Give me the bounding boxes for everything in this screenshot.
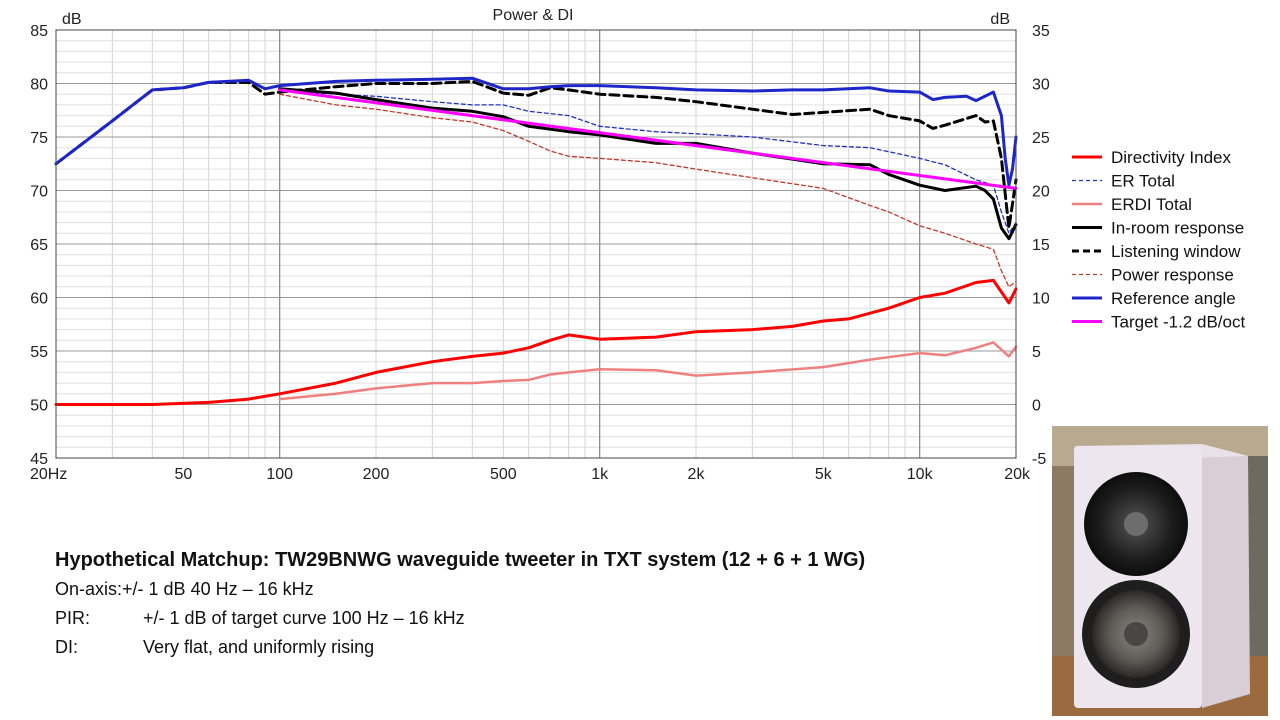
x-tick-label: 20k [1004,466,1031,483]
y-right-tick-label: -5 [1032,451,1046,468]
caption-label: On-axis: [55,579,123,599]
cabinet-side [1202,444,1250,708]
caption-line-pir: PIR: +/- 1 dB of target curve 100 Hz – 1… [55,604,1045,633]
caption-label: DI: [55,637,79,657]
plot-frame [55,29,1017,459]
x-tick-label: 5k [815,466,833,483]
legend-label: Listening window [1111,242,1241,261]
y-right-tick-label: 10 [1032,291,1050,308]
x-tick-label: 20Hz [30,466,67,483]
x-tick-label: 10k [907,466,934,483]
legend-label: Reference angle [1111,289,1236,308]
y-right-tick-label: 20 [1032,184,1050,201]
y-left-tick-label: 85 [30,23,48,40]
power-di-chart: 20Hz 50 100 200 500 1k 2k 5k 10k 20k4550556065707… [30,7,1245,483]
series-line-reference-angle [54,76,1018,187]
y-left-tick-label: 55 [30,344,48,361]
caption-text: Very flat, and uniformly rising [143,637,375,657]
series-layer [54,76,1018,406]
y-right-tick-label: 15 [1032,237,1050,254]
y-left-tick-label: 65 [30,237,48,254]
speaker-cabinet-photo [1052,426,1268,716]
x-tick-label: 50 [174,466,192,483]
y-right-tick-label: 25 [1032,130,1050,147]
x-tick-label: 500 [490,466,517,483]
right-axis-unit: dB [990,11,1010,28]
series-line-power-response [279,93,1017,288]
y-left-tick-label: 70 [30,184,48,201]
x-tick-label: 200 [363,466,390,483]
axis-ticks: 20Hz 50 100 200 500 1k 2k 5k 10k 20k4550556065707… [30,23,1050,483]
legend-label: In-room response [1111,219,1244,238]
y-left-tick-label: 60 [30,291,48,308]
caption-label: PIR: [55,608,91,628]
y-left-tick-label: 45 [30,451,48,468]
legend-label: ER Total [1111,172,1175,191]
legend-label: Power response [1111,266,1234,285]
caption-line-di: DI: Very flat, and uniformly rising [55,633,1045,662]
y-right-tick-label: 30 [1032,77,1050,94]
caption-block: Hypothetical Matchup: TW29BNWG waveguide… [55,545,1045,662]
x-tick-label: 1k [591,466,609,483]
series-line-erdi-total [278,341,1018,401]
caption-line-onaxis: On-axis: +/- 1 dB 40 Hz – 16 kHz [55,575,1045,604]
caption-headline: Hypothetical Matchup: TW29BNWG waveguide… [55,549,866,571]
series-line-listening-window [54,79,1018,230]
legend-label: Directivity Index [1111,148,1231,167]
chart-legend: Directivity Index ER Total ERDI Total In-ro… [1072,148,1245,332]
x-tick-label: 2k [688,466,706,483]
woofer-dustcap [1124,622,1148,646]
y-right-tick-label: 35 [1032,23,1050,40]
y-left-tick-label: 50 [30,398,48,415]
y-left-tick-label: 80 [30,77,48,94]
y-right-tick-label: 0 [1032,398,1041,415]
x-tick-label: 100 [266,466,293,483]
y-left-tick-label: 75 [30,130,48,147]
y-right-tick-label: 5 [1032,344,1041,361]
series-line-directivity-index [54,278,1018,406]
chart-title: Power & DI [493,7,574,24]
legend-label: ERDI Total [1111,195,1192,214]
tweeter-dome [1124,512,1148,536]
caption-text: +/- 1 dB of target curve 100 Hz – 16 kHz [143,608,465,628]
legend-label: Target -1.2 dB/oct [1111,313,1245,332]
series-line-target-1-2-db-oct [278,88,1018,190]
caption-text: +/- 1 dB 40 Hz – 16 kHz [122,579,314,599]
left-axis-unit: dB [62,11,82,28]
